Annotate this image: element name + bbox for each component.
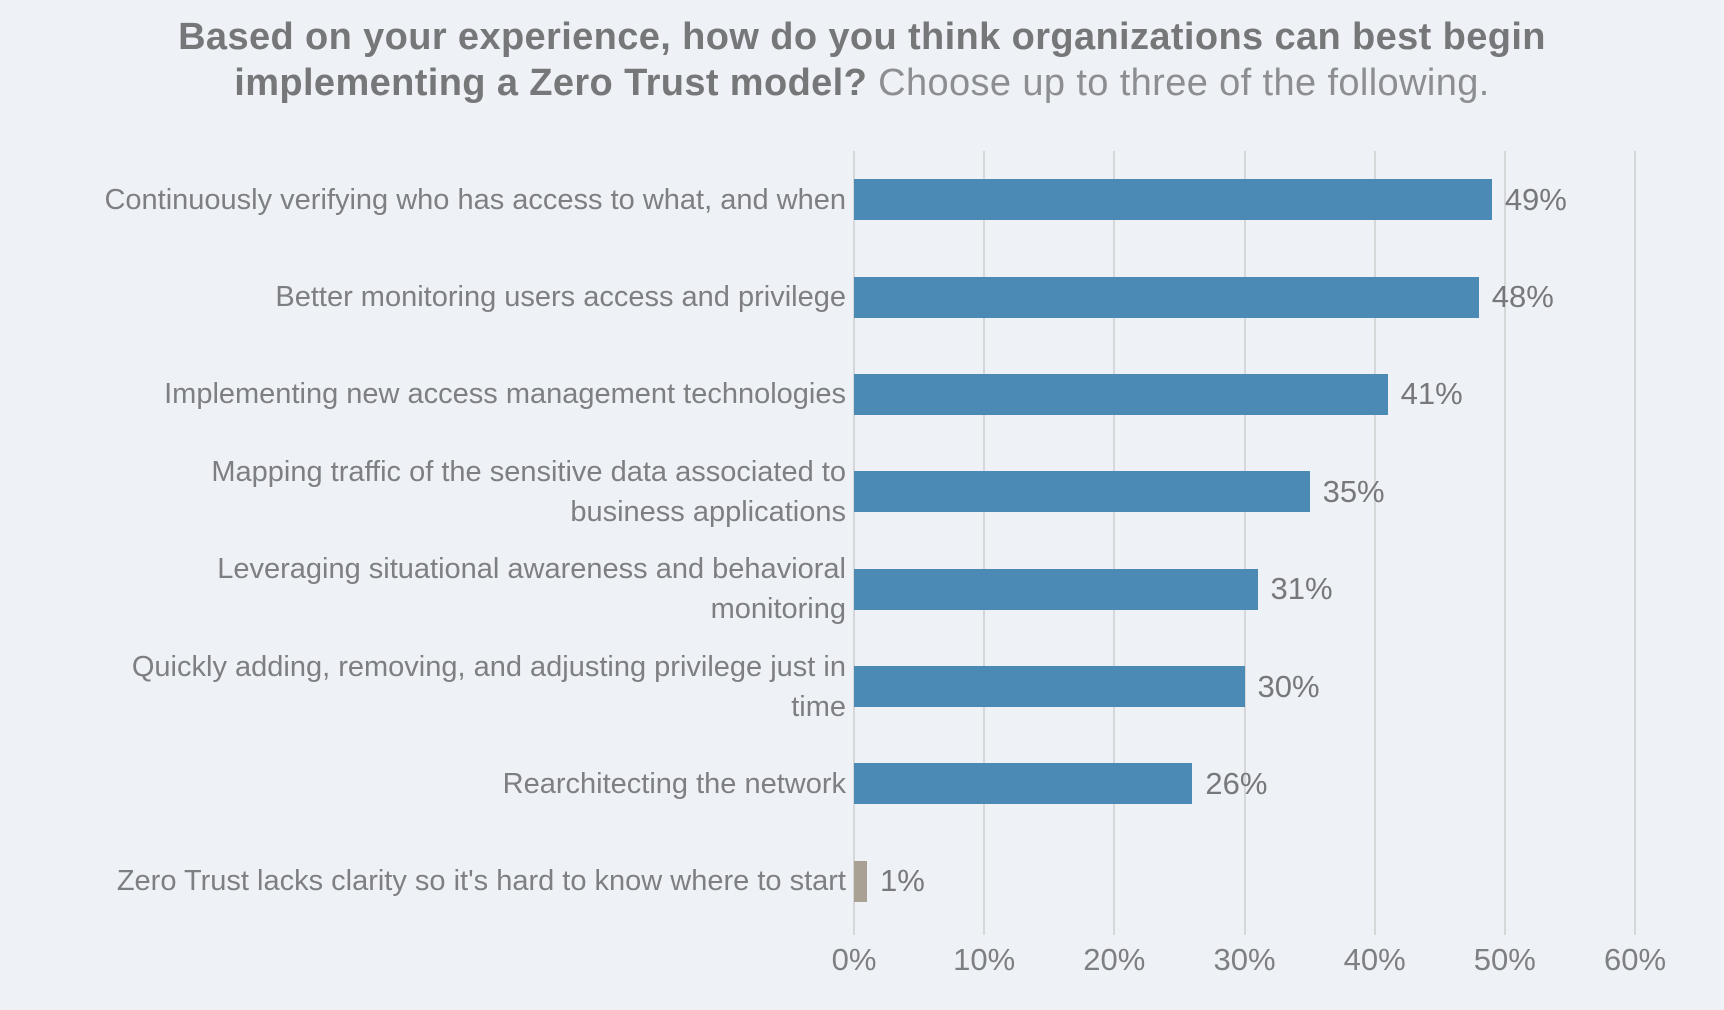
gridline: [1634, 151, 1636, 935]
category-label: Continuously verifying who has access to…: [104, 183, 846, 216]
x-axis-tick: 10%: [953, 942, 1016, 977]
gridline: [1113, 151, 1116, 935]
chart-row: Continuously verifying who has access to…: [0, 151, 1724, 248]
gridline: [983, 151, 986, 935]
category-label: Quickly adding, removing, and adjusting …: [131, 650, 846, 723]
plot-cell: 26%: [854, 735, 1635, 832]
chart-row: Leveraging situational awareness and beh…: [0, 541, 1724, 638]
value-label: 1%: [880, 863, 925, 899]
x-axis-tick: 30%: [1213, 942, 1276, 977]
gridline: [1373, 151, 1376, 935]
bar: [854, 860, 868, 902]
x-axis-tick: 50%: [1473, 942, 1536, 977]
plot-cell: 49%: [854, 151, 1635, 248]
x-axis: 0% 10% 20% 30% 40% 50% 60%: [832, 942, 1666, 986]
bar-chart: Continuously verifying who has access to…: [0, 151, 1724, 930]
category-label: Zero Trust lacks clarity so it's hard to…: [116, 865, 846, 898]
x-axis-tick: 20%: [1083, 942, 1146, 977]
chart-row: Implementing new access management techn…: [0, 346, 1724, 443]
plot-cell: 48%: [854, 248, 1635, 345]
x-axis-tick: 40%: [1343, 942, 1406, 977]
chart-row: Rearchitecting the network 26%: [0, 735, 1724, 832]
bar: [854, 568, 1258, 610]
value-label: 41%: [1400, 376, 1463, 412]
bar: [854, 666, 1245, 708]
plot-gridlines: [853, 151, 1636, 935]
chart-title-question: Based on your experience, how do you thi…: [178, 16, 1546, 105]
plot-cell: 1%: [854, 833, 1635, 930]
chart-row: Better monitoring users access and privi…: [0, 248, 1724, 345]
value-label: 48%: [1491, 279, 1554, 315]
category-label: Implementing new access management techn…: [164, 378, 846, 411]
category-label: Leveraging situational awareness and beh…: [217, 553, 846, 626]
plot-cell: 35%: [854, 443, 1635, 540]
category-label: Better monitoring users access and privi…: [275, 281, 846, 314]
value-label: 35%: [1322, 473, 1385, 509]
gridline: [1243, 151, 1246, 935]
bar: [854, 276, 1479, 318]
value-label: 49%: [1504, 181, 1567, 217]
chart-row: Mapping traffic of the sensitive data as…: [0, 443, 1724, 540]
chart-row: Quickly adding, removing, and adjusting …: [0, 638, 1724, 735]
category-label: Rearchitecting the network: [502, 767, 846, 800]
bar: [854, 471, 1310, 513]
value-label: 31%: [1270, 571, 1333, 607]
gridline: [853, 151, 855, 935]
x-axis-tick: 60%: [1603, 942, 1667, 977]
value-label: 30%: [1257, 668, 1320, 704]
gridline: [1503, 151, 1506, 935]
plot-cell: 30%: [854, 638, 1635, 735]
plot-cell: 31%: [854, 541, 1635, 638]
x-axis-tick: 0%: [831, 942, 877, 977]
bar: [854, 179, 1492, 221]
plot-cell: 41%: [854, 346, 1635, 443]
chart-title: Based on your experience, how do you thi…: [92, 14, 1632, 107]
chart-title-instruction: Choose up to three of the following.: [878, 62, 1490, 105]
category-label: Mapping traffic of the sensitive data as…: [211, 455, 846, 528]
chart-row: Zero Trust lacks clarity so it's hard to…: [0, 833, 1724, 930]
bar: [854, 763, 1193, 805]
bar: [854, 373, 1388, 415]
value-label: 26%: [1205, 765, 1268, 801]
